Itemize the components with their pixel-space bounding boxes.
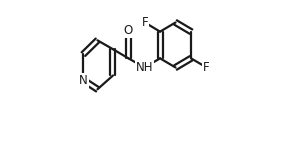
Text: NH: NH (136, 61, 153, 74)
Text: F: F (142, 16, 148, 29)
Text: N: N (79, 74, 88, 87)
Text: F: F (203, 61, 209, 74)
Text: O: O (124, 24, 133, 37)
